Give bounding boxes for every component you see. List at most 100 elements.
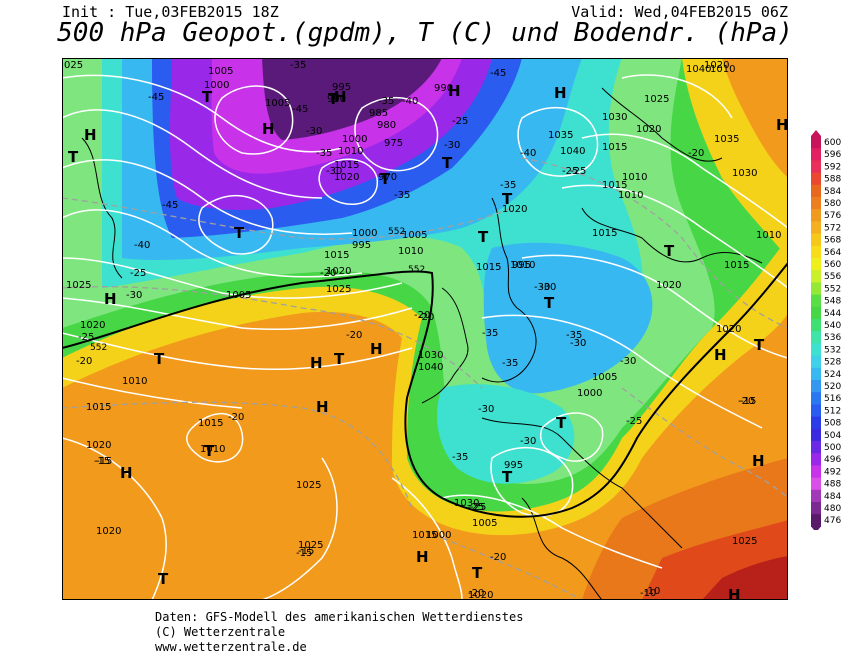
pressure-label: 1030	[732, 168, 757, 179]
pressure-label: 995	[504, 460, 523, 471]
pressure-label: 995	[352, 240, 371, 251]
temp-label: -15	[96, 456, 112, 467]
scale-swatch	[811, 331, 821, 344]
low-label: T	[154, 350, 165, 368]
temp-label: -25	[452, 116, 468, 127]
scale-swatch	[811, 428, 821, 442]
pressure-label: 1015	[86, 402, 111, 413]
pressure-label: 1020	[468, 590, 493, 600]
scale-label: 540	[824, 321, 841, 331]
scale-swatch	[811, 416, 821, 430]
temp-label: -30	[570, 338, 586, 349]
scale-label: 560	[824, 260, 841, 270]
pressure-label: 1025	[66, 280, 91, 291]
scale-label: 504	[824, 431, 841, 441]
temp-label: -30	[520, 436, 536, 447]
pressure-label: 1015	[602, 142, 627, 153]
temp-label: -15	[296, 548, 312, 559]
pressure-label: 1030	[454, 498, 479, 509]
low-label: T	[502, 190, 513, 208]
pressure-label: 1015	[602, 180, 627, 191]
temp-label: -25	[130, 268, 146, 279]
init-time: Init : Tue,03FEB2015 18Z	[62, 3, 279, 21]
scale-swatch	[811, 465, 821, 479]
high-label: H	[752, 452, 765, 470]
high-label: H	[316, 398, 329, 416]
scale-label: 492	[824, 467, 841, 477]
pressure-label: 1020	[334, 172, 359, 183]
pressure-label: 1025	[296, 480, 321, 491]
low-label: T	[234, 224, 245, 242]
scale-arrow-bottom	[811, 526, 821, 530]
temp-label: -40	[134, 240, 150, 251]
pressure-label: 1010	[338, 146, 363, 157]
low-label: T	[472, 564, 483, 582]
pressure-label: 1030	[602, 112, 627, 123]
temp-label: -15	[298, 546, 314, 557]
field-orange-northeast	[722, 58, 788, 178]
pressure-label: 1005	[592, 372, 617, 383]
high-label: H	[714, 346, 727, 364]
pressure-label: 1000	[577, 388, 602, 399]
pressure-label: 1020	[716, 324, 741, 335]
low-label: T	[556, 414, 567, 432]
pressure-label: 1025	[298, 540, 323, 551]
scale-swatch	[811, 306, 821, 320]
scale-swatch	[811, 136, 821, 149]
temp-label: -20	[76, 356, 92, 367]
pressure-label: 1015	[592, 228, 617, 239]
thickness-label: 552	[388, 227, 405, 237]
pressure-label: 1020	[326, 266, 351, 277]
scale-label: 524	[824, 370, 841, 380]
scale-swatch	[811, 197, 821, 210]
temp-label: -20	[414, 310, 430, 321]
temp-label: -20	[320, 268, 336, 279]
temp-label: -30	[306, 126, 322, 137]
pressure-label: 1020	[502, 204, 527, 215]
temp-label: -35	[502, 358, 518, 369]
pressure-label: 990	[327, 94, 346, 105]
temp-label: -15	[94, 456, 110, 467]
scale-label: 512	[824, 406, 841, 416]
pressure-label: 1020	[80, 320, 105, 331]
scale-label: 576	[824, 211, 841, 221]
temp-label: -20	[228, 412, 244, 423]
pressure-label: 1020	[86, 440, 111, 451]
pressure-label: 980	[377, 120, 396, 131]
low-label: T	[68, 148, 79, 166]
scale-swatch	[811, 172, 821, 186]
temp-label: -40	[402, 96, 418, 107]
high-label: H	[104, 290, 117, 308]
pressure-label: 1040	[686, 64, 711, 75]
scale-swatch	[811, 502, 821, 515]
scale-label: 536	[824, 333, 841, 343]
low-label: T	[328, 90, 339, 108]
temp-label: -35	[290, 60, 306, 71]
scale-swatch	[811, 233, 821, 247]
pressure-label: 1010	[756, 230, 781, 241]
pressure-label: 975	[384, 138, 403, 149]
pressure-label: 1040	[560, 146, 585, 157]
temp-label: -30	[540, 282, 556, 293]
scale-label: 572	[824, 223, 841, 233]
scale-label: 520	[824, 382, 841, 392]
temp-label: -30	[620, 356, 636, 367]
low-label: T	[334, 350, 345, 368]
pressure-label: 1000	[352, 228, 377, 239]
high-label: H	[728, 586, 741, 600]
low-label: T	[202, 88, 213, 106]
scale-label: 580	[824, 199, 841, 209]
scale-swatch	[811, 221, 821, 235]
pressure-label: 1000	[342, 134, 367, 145]
scale-label: 584	[824, 187, 841, 197]
pressure-label: 1020	[656, 280, 681, 291]
scale-swatch	[811, 294, 821, 308]
scale-label: 500	[824, 443, 841, 453]
low-label: T	[380, 170, 391, 188]
footer-url: www.wetterzentrale.de	[155, 640, 307, 654]
field-darkpurple-north	[262, 58, 442, 140]
pressure-label: 1010	[622, 172, 647, 183]
temp-label: -45	[490, 68, 506, 79]
pressure-label: 1010	[710, 64, 735, 75]
pressure-label: 1005	[265, 98, 290, 109]
